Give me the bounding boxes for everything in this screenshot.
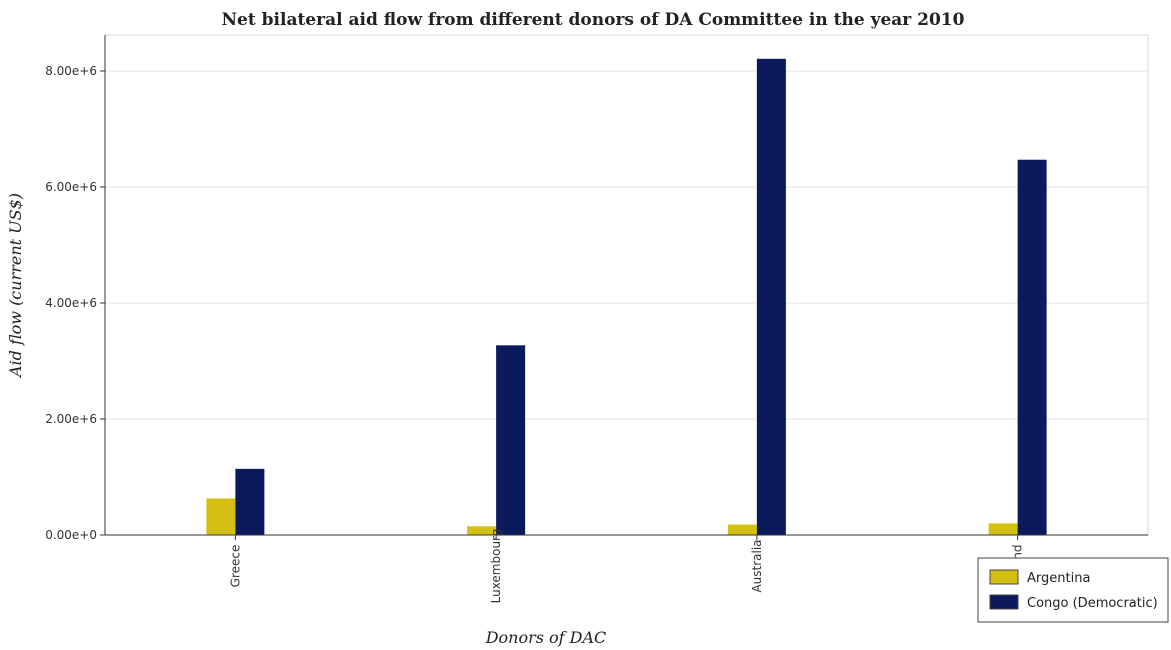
bar-congo-democratic-finland [1017,159,1047,535]
y-tick-label: 2.00e+6 [45,412,97,426]
y-axis: 0.00e+0 2.00e+6 4.00e+6 6.00e+6 8.00e+6 [45,35,106,542]
y-tick-label: 8.00e+6 [45,64,97,78]
legend-label-argentina: Argentina [1027,571,1090,586]
bar-congo-democratic-greece [235,468,265,535]
x-axis-label: Donors of DAC [485,628,607,647]
y-tick-label: 4.00e+6 [45,296,97,310]
x-tick-label: Greece [228,545,242,588]
y-tick-label: 6.00e+6 [45,180,97,194]
bar-argentina-australia [727,524,757,535]
x-tick-label: Luxembourg [489,529,503,604]
bar-congo-democratic-luxembourg [496,345,526,535]
y-tick-label: 0.00e+0 [45,528,97,542]
legend-box [977,557,1169,623]
legend-label-congo: Congo (Democratic) [1027,596,1158,611]
x-tick-label: Australia [750,539,764,592]
legend: Argentina Congo (Democratic) [977,557,1169,623]
y-axis-label: Aid flow (current US$) [6,193,25,379]
bar-congo-democratic-australia [756,58,786,536]
bars [206,58,1047,536]
bar-argentina-luxembourg [467,526,497,535]
chart-title: Net bilateral aid flow from different do… [222,10,965,30]
bar-argentina-greece [206,498,236,535]
bar-argentina-finland [988,523,1018,535]
legend-swatch-argentina [989,569,1019,585]
legend-swatch-congo [989,594,1019,610]
